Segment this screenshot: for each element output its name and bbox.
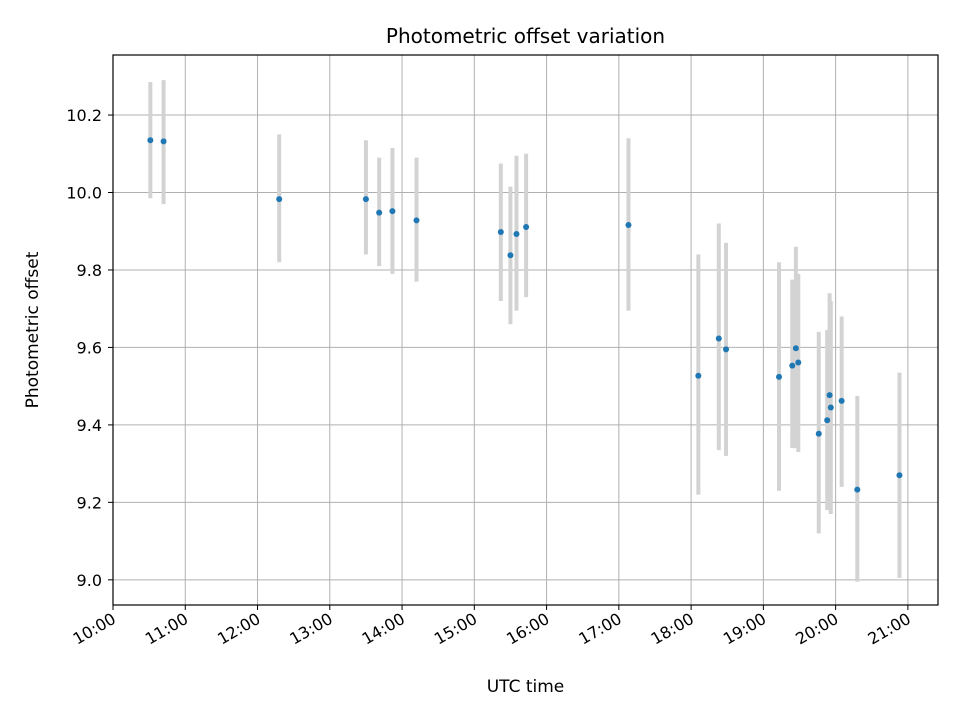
x-axis-label: UTC time [487,677,565,697]
y-tick-label: 9.2 [77,493,102,512]
y-axis-label: Photometric offset [23,251,43,408]
data-point [413,217,420,224]
data-point [695,372,702,379]
data-point [362,196,369,203]
data-points [147,137,903,493]
data-point [389,208,396,215]
y-tick-label: 10.0 [66,184,102,203]
data-point [513,230,520,237]
data-point [507,252,514,259]
data-point [625,222,632,229]
data-point [838,397,845,404]
data-point [497,229,504,236]
plot-frame [112,54,939,606]
data-point [723,346,730,353]
data-point [523,223,530,230]
data-point [824,417,831,424]
data-point [160,138,167,145]
data-point [776,373,783,380]
data-point [276,196,283,203]
y-tick-label: 9.4 [77,416,102,435]
data-point [827,404,834,411]
y-tick-label: 10.2 [66,106,102,125]
data-point [826,392,833,399]
data-point [854,486,861,493]
data-point [815,430,822,437]
data-point [795,359,802,366]
chart-title: Photometric offset variation [386,24,665,48]
y-tick-label: 9.0 [77,571,102,590]
data-point [792,345,799,352]
data-point [147,137,154,144]
y-tick-label: 9.8 [77,261,102,280]
data-point [376,209,383,216]
data-point [715,335,722,342]
data-point [896,472,903,479]
y-tick-label: 9.6 [77,338,102,357]
data-point [789,362,796,369]
